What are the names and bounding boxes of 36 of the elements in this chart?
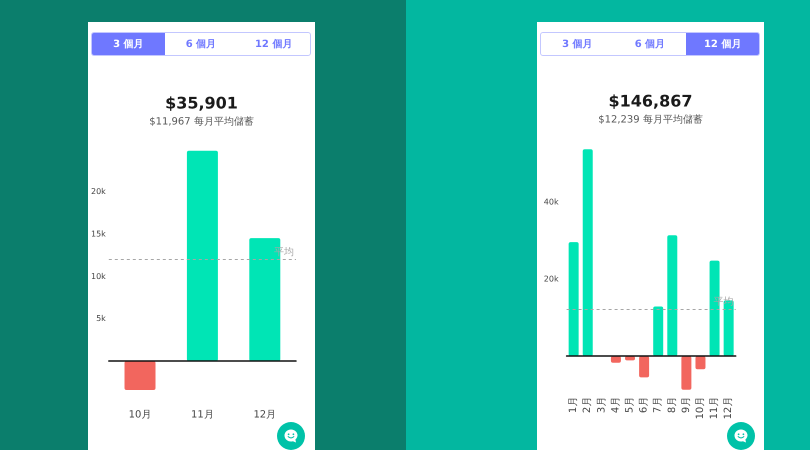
- x-tick-label: 11月: [191, 410, 214, 420]
- y-tick-label: 15k: [91, 229, 106, 238]
- x-tick-label: 8月: [666, 396, 678, 414]
- bar: [186, 150, 218, 362]
- x-tick-label: 5月: [624, 396, 636, 414]
- bar: [667, 235, 678, 356]
- bar: [695, 356, 706, 370]
- bar: [639, 356, 650, 378]
- x-tick-label: 10月: [128, 410, 152, 420]
- x-tick-label: 7月: [652, 396, 664, 414]
- x-tick-label: 10月: [694, 396, 706, 420]
- y-tick-label: 10k: [91, 272, 106, 281]
- y-tick-label: 20k: [544, 274, 559, 284]
- tab-bar: 3 個月 6 個月 12 個月: [91, 32, 311, 56]
- x-tick-label: 2月: [582, 396, 594, 414]
- tab-bar: 3 個月 6 個月 12 個月: [540, 32, 760, 56]
- chart-title: $146,867: [608, 92, 693, 110]
- bar: [124, 361, 156, 390]
- y-tick-label: 40k: [544, 198, 559, 207]
- bar: [681, 356, 692, 390]
- x-tick-label: 9月: [680, 396, 692, 414]
- chart-title: $35,901: [165, 94, 238, 112]
- chart-subtitle: $12,239 每月平均儲蓄: [598, 114, 703, 126]
- bar: [582, 149, 593, 356]
- x-tick-label: 4月: [610, 396, 622, 414]
- y-tick-label: 20k: [91, 186, 106, 196]
- x-tick-label: 12月: [723, 396, 734, 420]
- x-tick-label: 11月: [709, 396, 720, 420]
- chart-subtitle: $11,967 每月平均儲蓄: [149, 116, 254, 128]
- y-tick-label: 5k: [96, 314, 106, 324]
- x-tick-label: 1月: [568, 396, 580, 414]
- x-tick-label: 6月: [638, 396, 650, 414]
- x-tick-label: 12月: [253, 410, 276, 420]
- bar: [653, 306, 664, 356]
- bar: [568, 242, 579, 356]
- x-tick-label: 3月: [596, 396, 608, 414]
